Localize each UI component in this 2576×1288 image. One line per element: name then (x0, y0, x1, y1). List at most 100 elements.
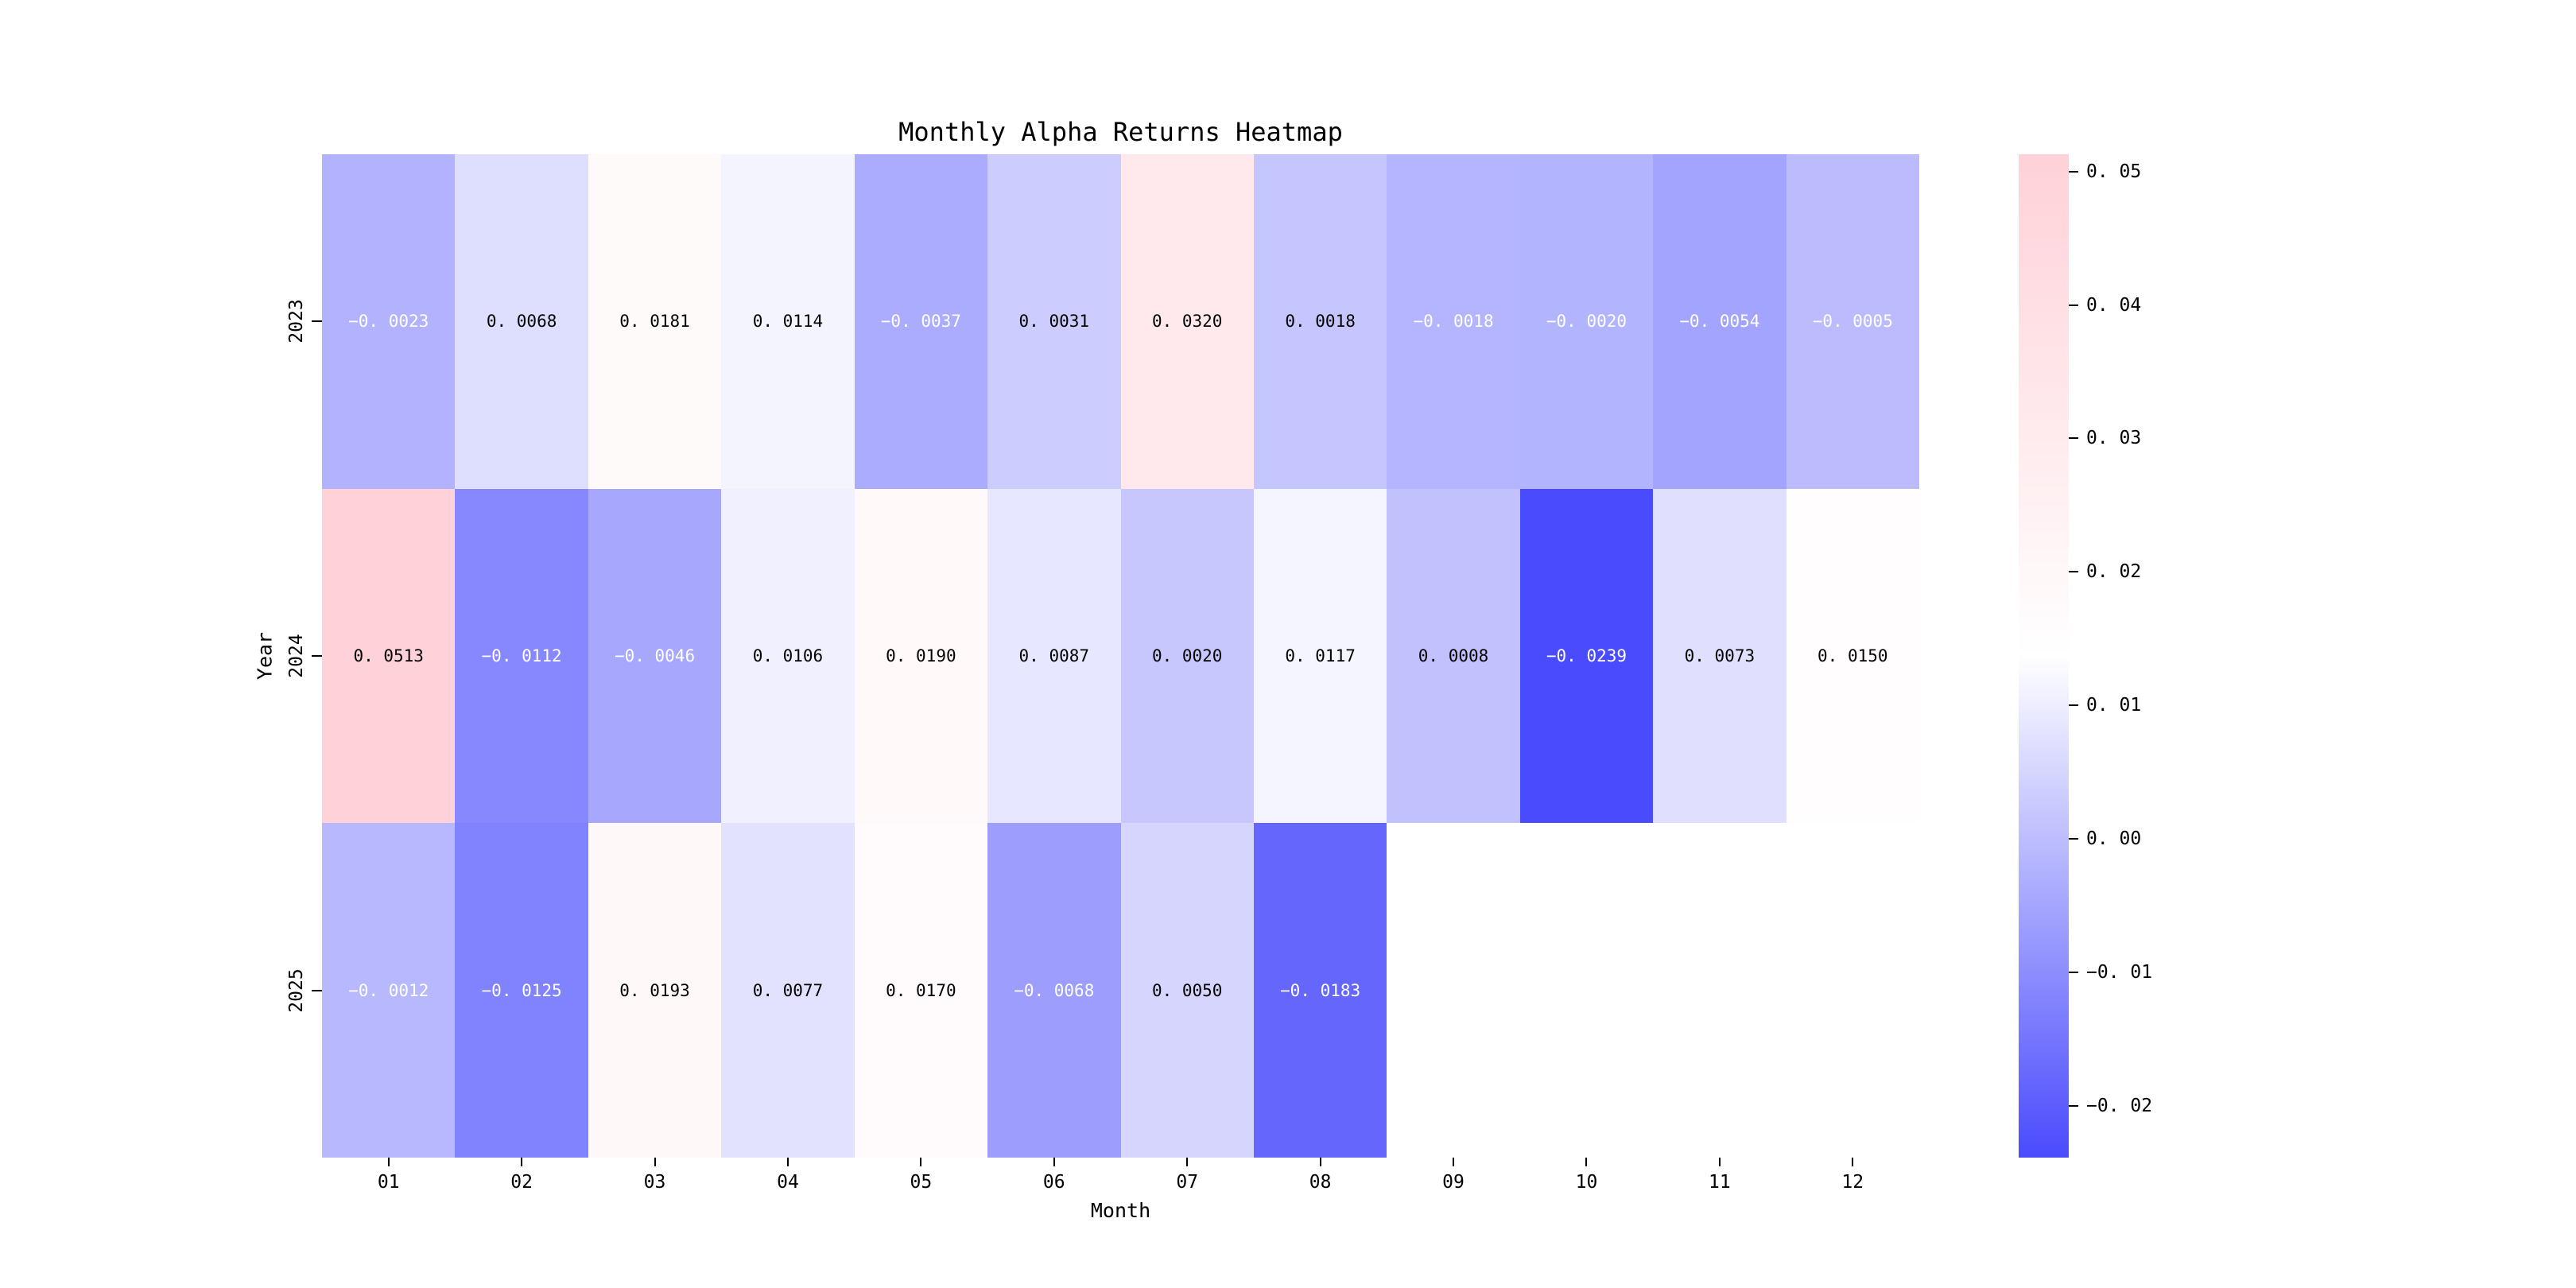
heatmap-cell: 0. 0073 (1653, 488, 1787, 824)
heatmap-cell: −0. 0068 (987, 823, 1121, 1158)
cell-value: 0. 0068 (486, 312, 557, 332)
cell-value: 0. 0018 (1285, 312, 1356, 332)
x-tick-label: 06 (1042, 1172, 1065, 1193)
heatmap-cell: −0. 0020 (1519, 154, 1654, 489)
cell-value: −0. 0020 (1546, 312, 1627, 332)
heatmap-cell: 0. 0106 (721, 488, 855, 824)
heatmap-cell: −0. 0012 (322, 823, 456, 1158)
colorbar-tick-label: 0. 03 (2086, 428, 2142, 449)
heatmap-grid: −0. 0023 0. 0068 0. 0181 0. 0114 −0. 0037 0. … (322, 154, 1919, 1158)
colorbar-tick-label: −0. 02 (2086, 1095, 2153, 1116)
cell-value: 0. 0181 (619, 312, 690, 332)
y-tick-label: 2024 (286, 634, 307, 678)
heatmap-cell: 0. 0513 (322, 488, 456, 824)
cell-value: −0. 0068 (1014, 980, 1095, 1000)
heatmap-cell: −0. 0018 (1387, 154, 1520, 489)
cell-value: 0. 0087 (1018, 646, 1090, 665)
x-tick-label: 07 (1176, 1172, 1199, 1193)
cell-value: 0. 0073 (1684, 646, 1755, 665)
cell-value: 0. 0020 (1151, 646, 1223, 665)
heatmap-cell: 0. 0077 (721, 823, 855, 1158)
heatmap-cell-empty (1787, 823, 1919, 1158)
chart-title: Monthly Alpha Returns Heatmap (898, 117, 1343, 147)
colorbar-tick (2069, 304, 2078, 306)
x-tick (654, 1158, 656, 1166)
heatmap-cell: 0. 0020 (1120, 488, 1254, 824)
x-tick (1186, 1158, 1189, 1166)
heatmap-cell: 0. 0008 (1387, 488, 1520, 824)
colorbar-tick-label: 0. 05 (2086, 161, 2142, 182)
cell-value: −0. 0005 (1812, 312, 1893, 332)
cell-value: 0. 0117 (1285, 646, 1356, 665)
heatmap-cell: −0. 0005 (1786, 154, 1919, 489)
heatmap-cell: −0. 0183 (1253, 823, 1387, 1158)
x-tick (920, 1158, 922, 1166)
heatmap-cell: 0. 0150 (1786, 488, 1919, 824)
heatmap-cell: 0. 0320 (1120, 154, 1254, 489)
cell-value: −0. 0012 (348, 980, 429, 1000)
x-tick (1453, 1158, 1455, 1166)
heatmap-cell: −0. 0037 (854, 154, 988, 489)
y-tick (312, 989, 322, 991)
colorbar (2019, 154, 2069, 1158)
cell-value: −0. 0037 (880, 312, 961, 332)
cell-value: 0. 0190 (886, 646, 956, 665)
cell-value: 0. 0106 (752, 646, 824, 665)
heatmap-cell: −0. 0054 (1653, 154, 1787, 489)
y-tick (312, 320, 322, 323)
heatmap-cell: 0. 0087 (987, 488, 1121, 824)
heatmap-cell: 0. 0170 (854, 823, 988, 1158)
heatmap-cell: −0. 0239 (1519, 488, 1654, 824)
cell-value: 0. 0320 (1151, 312, 1223, 332)
x-tick-label: 04 (777, 1172, 799, 1193)
heatmap-cell: 0. 0190 (854, 488, 988, 824)
heatmap-cell-empty (1387, 823, 1519, 1158)
colorbar-tick-label: 0. 01 (2086, 695, 2142, 716)
x-tick-label: 12 (1841, 1172, 1864, 1193)
colorbar-tick (2069, 1104, 2078, 1107)
x-tick-label: 02 (510, 1172, 533, 1193)
x-tick (521, 1158, 523, 1166)
cell-value: −0. 0183 (1280, 980, 1361, 1000)
heatmap-cell-empty (1653, 823, 1786, 1158)
colorbar-tick (2069, 837, 2078, 840)
x-tick-label: 05 (910, 1172, 933, 1193)
colorbar-tick-label: 0. 02 (2086, 561, 2142, 583)
colorbar-tick (2069, 704, 2078, 707)
cell-value: 0. 0114 (752, 312, 824, 332)
y-axis-label: Year (253, 631, 277, 681)
cell-value: 0. 0513 (353, 646, 424, 665)
heatmap-cell: −0. 0023 (322, 154, 456, 489)
cell-value: 0. 0008 (1418, 646, 1489, 665)
heatmap-cell: 0. 0068 (455, 154, 588, 489)
cell-value: −0. 0018 (1413, 312, 1494, 332)
x-axis-label: Month (1090, 1199, 1151, 1222)
x-tick-label: 09 (1442, 1172, 1465, 1193)
heatmap-cell-empty (1520, 823, 1653, 1158)
x-tick (1718, 1158, 1721, 1166)
heatmap-cell: 0. 0031 (987, 154, 1121, 489)
x-tick (1585, 1158, 1588, 1166)
cell-value: −0. 0023 (348, 312, 429, 332)
cell-value: −0. 0112 (481, 646, 562, 665)
x-tick-label: 03 (643, 1172, 666, 1193)
colorbar-tick-label: 0. 00 (2086, 828, 2142, 849)
heatmap-cell: −0. 0046 (588, 488, 722, 824)
heatmap-cell: 0. 0181 (588, 154, 722, 489)
cell-value: 0. 0031 (1018, 312, 1090, 332)
cell-value: −0. 0125 (481, 980, 562, 1000)
y-tick-label: 2025 (286, 968, 307, 1013)
y-tick (312, 655, 322, 657)
x-tick (1852, 1158, 1854, 1166)
x-tick (1319, 1158, 1321, 1166)
x-tick (786, 1158, 789, 1166)
x-tick (1053, 1158, 1055, 1166)
heatmap-cell: 0. 0117 (1253, 488, 1387, 824)
cell-value: 0. 0077 (752, 980, 824, 1000)
cell-value: −0. 0046 (614, 646, 696, 665)
colorbar-tick-label: 0. 04 (2086, 294, 2142, 316)
x-tick-label: 10 (1575, 1172, 1598, 1193)
cell-value: −0. 0239 (1546, 646, 1627, 665)
colorbar-tick (2069, 971, 2078, 973)
